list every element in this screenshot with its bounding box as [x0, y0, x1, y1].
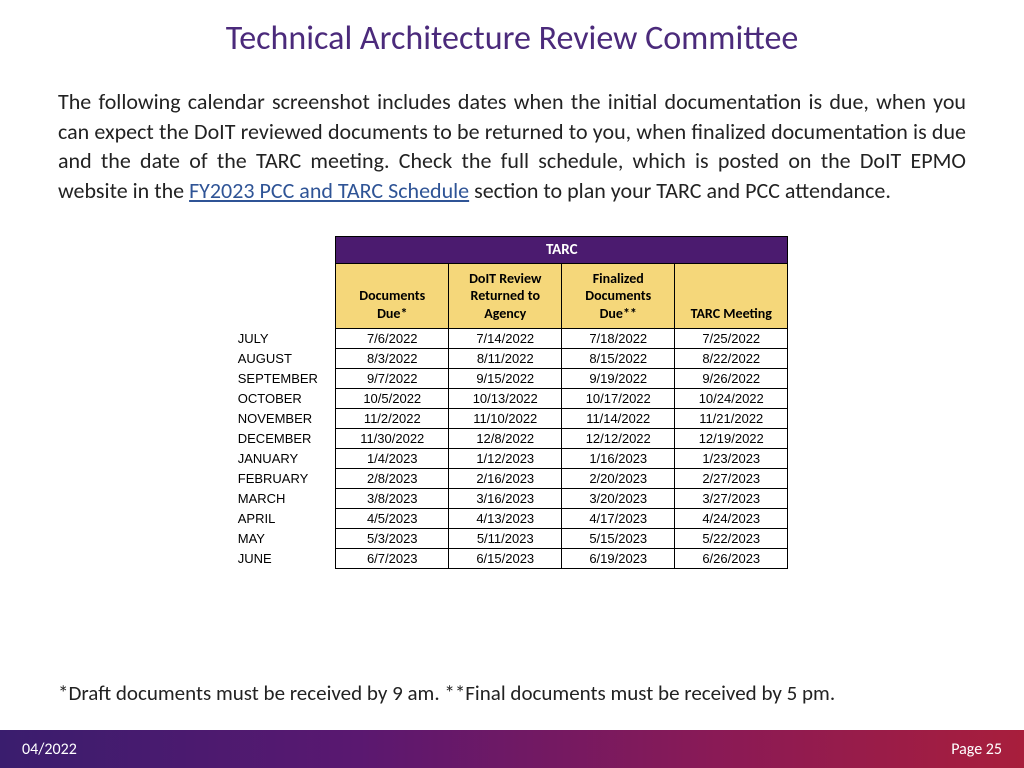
schedule-link[interactable]: FY2023 PCC and TARC Schedule: [189, 177, 469, 204]
table-cell: 6/7/2023: [336, 549, 449, 569]
table-cell: 2/16/2023: [449, 469, 562, 489]
table-cell: 6/19/2023: [562, 549, 675, 569]
table-row-label: NOVEMBER: [236, 409, 336, 429]
table-cell: 5/15/2023: [562, 529, 675, 549]
table-row-label: OCTOBER: [236, 389, 336, 409]
table-row: AUGUST8/3/20228/11/20228/15/20228/22/202…: [236, 349, 788, 369]
table-cell: 10/17/2022: [562, 389, 675, 409]
footnote: *Draft documents must be received by 9 a…: [58, 680, 835, 706]
table-cell: 5/11/2023: [449, 529, 562, 549]
table-row: MAY5/3/20235/11/20235/15/20235/22/2023: [236, 529, 788, 549]
table-cell: 3/8/2023: [336, 489, 449, 509]
table-column-header: Finalized Documents Due**: [562, 263, 675, 329]
table-cell: 10/5/2022: [336, 389, 449, 409]
table-row: APRIL4/5/20234/13/20234/17/20234/24/2023: [236, 509, 788, 529]
table-column-header: TARC Meeting: [675, 263, 788, 329]
table-row: OCTOBER10/5/202210/13/202210/17/202210/2…: [236, 389, 788, 409]
table-row-label: MAY: [236, 529, 336, 549]
footer-bar: 04/2022 Page 25: [0, 730, 1024, 768]
table-row: JUNE6/7/20236/15/20236/19/20236/26/2023: [236, 549, 788, 569]
table-cell: 5/22/2023: [675, 529, 788, 549]
table-container: TARCDocuments Due*DoIT Review Returned t…: [0, 236, 1024, 570]
table-cell: 8/22/2022: [675, 349, 788, 369]
table-column-header: DoIT Review Returned to Agency: [449, 263, 562, 329]
table-cell: 3/20/2023: [562, 489, 675, 509]
table-row-label: FEBRUARY: [236, 469, 336, 489]
table-corner-spacer: [236, 236, 336, 263]
table-row-label: SEPTEMBER: [236, 369, 336, 389]
table-row: JULY7/6/20227/14/20227/18/20227/25/2022: [236, 329, 788, 349]
table-row-label: DECEMBER: [236, 429, 336, 449]
table-cell: 10/24/2022: [675, 389, 788, 409]
table-cell: 11/10/2022: [449, 409, 562, 429]
table-cell: 2/8/2023: [336, 469, 449, 489]
intro-paragraph: The following calendar screenshot includ…: [0, 59, 1024, 206]
table-cell: 12/8/2022: [449, 429, 562, 449]
table-row-label: JULY: [236, 329, 336, 349]
tarc-schedule-table: TARCDocuments Due*DoIT Review Returned t…: [236, 236, 789, 570]
table-cell: 7/25/2022: [675, 329, 788, 349]
table-cell: 2/20/2023: [562, 469, 675, 489]
footer-page: Page 25: [951, 740, 1002, 759]
table-cell: 9/26/2022: [675, 369, 788, 389]
table-banner: TARC: [336, 236, 788, 263]
table-cell: 1/23/2023: [675, 449, 788, 469]
footer-date: 04/2022: [22, 740, 77, 759]
table-rowhead-spacer: [236, 263, 336, 329]
table-row: NOVEMBER11/2/202211/10/202211/14/202211/…: [236, 409, 788, 429]
table-cell: 12/19/2022: [675, 429, 788, 449]
table-row: SEPTEMBER9/7/20229/15/20229/19/20229/26/…: [236, 369, 788, 389]
table-cell: 9/15/2022: [449, 369, 562, 389]
table-cell: 1/16/2023: [562, 449, 675, 469]
table-cell: 3/27/2023: [675, 489, 788, 509]
table-row: FEBRUARY2/8/20232/16/20232/20/20232/27/2…: [236, 469, 788, 489]
table-cell: 4/13/2023: [449, 509, 562, 529]
table-cell: 12/12/2022: [562, 429, 675, 449]
table-cell: 11/30/2022: [336, 429, 449, 449]
table-cell: 5/3/2023: [336, 529, 449, 549]
table-cell: 1/4/2023: [336, 449, 449, 469]
table-cell: 6/26/2023: [675, 549, 788, 569]
table-row: MARCH3/8/20233/16/20233/20/20233/27/2023: [236, 489, 788, 509]
table-row-label: APRIL: [236, 509, 336, 529]
table-cell: 1/12/2023: [449, 449, 562, 469]
table-column-header: Documents Due*: [336, 263, 449, 329]
table-cell: 11/21/2022: [675, 409, 788, 429]
table-cell: 4/17/2023: [562, 509, 675, 529]
table-row-label: AUGUST: [236, 349, 336, 369]
table-row: JANUARY1/4/20231/12/20231/16/20231/23/20…: [236, 449, 788, 469]
table-cell: 9/7/2022: [336, 369, 449, 389]
table-cell: 2/27/2023: [675, 469, 788, 489]
table-cell: 9/19/2022: [562, 369, 675, 389]
table-row-label: JUNE: [236, 549, 336, 569]
table-cell: 10/13/2022: [449, 389, 562, 409]
table-cell: 7/14/2022: [449, 329, 562, 349]
table-cell: 3/16/2023: [449, 489, 562, 509]
table-cell: 7/18/2022: [562, 329, 675, 349]
table-cell: 8/3/2022: [336, 349, 449, 369]
table-row-label: MARCH: [236, 489, 336, 509]
table-cell: 11/2/2022: [336, 409, 449, 429]
page-title: Technical Architecture Review Committee: [0, 0, 1024, 59]
table-cell: 8/15/2022: [562, 349, 675, 369]
table-row: DECEMBER11/30/202212/8/202212/12/202212/…: [236, 429, 788, 449]
table-cell: 4/24/2023: [675, 509, 788, 529]
slide: Technical Architecture Review Committee …: [0, 0, 1024, 768]
table-cell: 4/5/2023: [336, 509, 449, 529]
intro-text-2: section to plan your TARC and PCC attend…: [474, 177, 891, 204]
table-cell: 8/11/2022: [449, 349, 562, 369]
table-cell: 11/14/2022: [562, 409, 675, 429]
table-cell: 6/15/2023: [449, 549, 562, 569]
table-row-label: JANUARY: [236, 449, 336, 469]
table-cell: 7/6/2022: [336, 329, 449, 349]
